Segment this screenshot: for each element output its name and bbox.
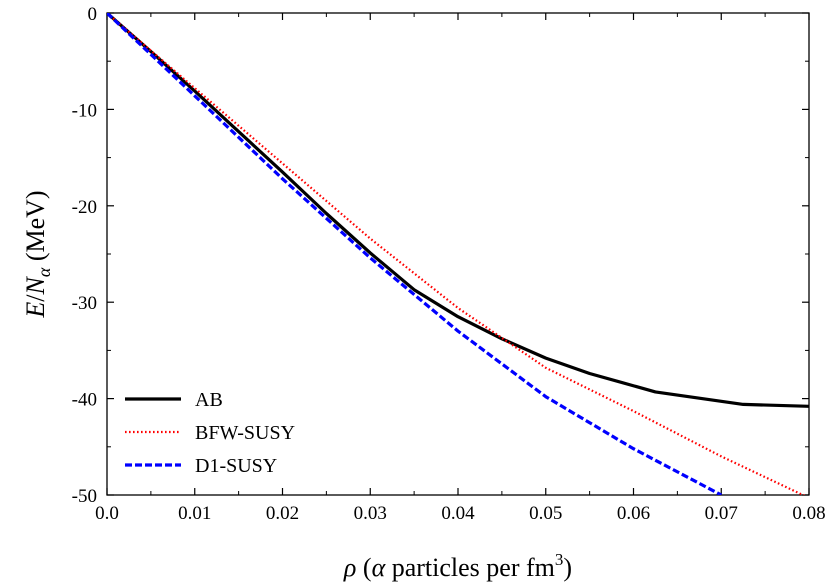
series-line-bfw-susy <box>107 13 806 495</box>
y-tick-label: 0 <box>88 4 98 25</box>
x-ticks: 0.0 0.01 0.02 0.03 0.04 0.05 0.06 0.07 0.08 <box>95 13 826 524</box>
y-tick-label: -10 <box>72 100 97 121</box>
x-tick-label: 0.01 <box>178 503 211 524</box>
x-tick-label: 0.0 <box>95 503 119 524</box>
y-ticks: 0 -10 -20 -30 -40 -50 <box>72 4 809 507</box>
legend-label: D1-SUSY <box>195 455 277 477</box>
y-axis-label: E/Nα (MeV) <box>21 190 54 318</box>
x-axis-label: ρ (α particles per fm3) <box>343 550 572 582</box>
y-tick-label: -20 <box>72 197 97 218</box>
x-tick-label: 0.07 <box>705 503 738 524</box>
y-tick-label: -40 <box>72 390 97 411</box>
legend-label: BFW-SUSY <box>195 422 295 444</box>
x-tick-label: 0.02 <box>266 503 299 524</box>
series-line-d1-susy <box>107 13 723 495</box>
y-tick-label: -30 <box>72 293 97 314</box>
x-tick-label: 0.04 <box>441 503 475 524</box>
x-tick-label: 0.03 <box>354 503 387 524</box>
series-line-ab <box>107 13 809 408</box>
legend-label: AB <box>195 389 223 411</box>
x-tick-label: 0.06 <box>617 503 650 524</box>
series-lines <box>107 13 809 495</box>
x-tick-label: 0.05 <box>529 503 562 524</box>
y-tick-label: -50 <box>72 486 97 507</box>
legend: AB BFW-SUSY D1-SUSY <box>125 389 295 477</box>
x-tick-label: 0.08 <box>792 503 825 524</box>
